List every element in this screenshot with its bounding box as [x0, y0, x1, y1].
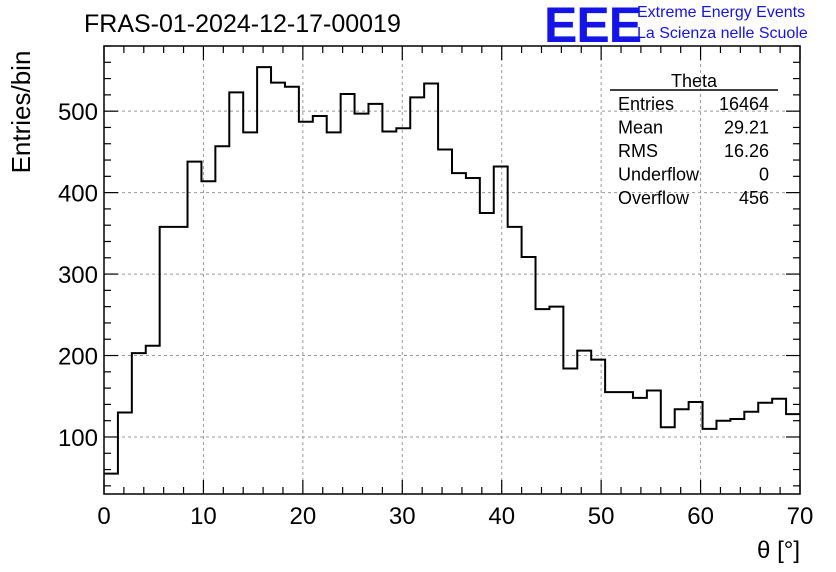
logo-line-1: Extreme Energy Events: [637, 4, 806, 21]
y-tick-label: 200: [58, 344, 98, 371]
run-title: FRAS-01-2024-12-17-00019: [84, 10, 401, 38]
stats-label: Mean: [618, 118, 663, 138]
x-tick-label: 30: [389, 503, 416, 530]
x-tick-label: 10: [190, 503, 217, 530]
stats-label: Overflow: [618, 188, 690, 208]
x-tick-label: 40: [488, 503, 515, 530]
stats-label: RMS: [618, 141, 658, 161]
y-axis-label: Entries/bin: [6, 51, 36, 174]
tick-labels: 0 10 20 30 40 50 60 70 100 200 300 400 500: [58, 99, 813, 530]
stats-value: 29.21: [724, 118, 769, 138]
stats-label: Underflow: [618, 165, 700, 185]
y-tick-label: 300: [58, 262, 98, 289]
stats-value: 16.26: [724, 141, 769, 161]
logo-line-2: La Scienza nelle Scuole: [637, 25, 808, 42]
x-tick-label: 50: [588, 503, 615, 530]
y-tick-label: 400: [58, 181, 98, 208]
x-tick-label: 70: [787, 503, 814, 530]
histogram-series: [104, 66, 800, 475]
x-tick-label: 60: [687, 503, 714, 530]
stats-value: 456: [739, 188, 769, 208]
plot-frame: [103, 45, 801, 495]
x-tick-label: 0: [97, 503, 110, 530]
stats-title: Theta: [671, 71, 718, 91]
y-tick-label: 500: [58, 99, 98, 126]
y-tick-label: 100: [58, 425, 98, 452]
x-tick-label: 20: [290, 503, 317, 530]
stats-value: 16464: [719, 94, 769, 114]
axis-ticks: [103, 45, 801, 494]
x-axis-label: θ [°]: [757, 537, 800, 564]
grid-lines: [104, 46, 800, 494]
stats-label: Entries: [618, 94, 674, 114]
stats-box: Entries 16464 Mean 29.21 RMS 16.26 Underflow 0 O…: [618, 94, 769, 208]
eee-logo: EEE: [544, 0, 642, 53]
stats-value: 0: [759, 165, 769, 185]
